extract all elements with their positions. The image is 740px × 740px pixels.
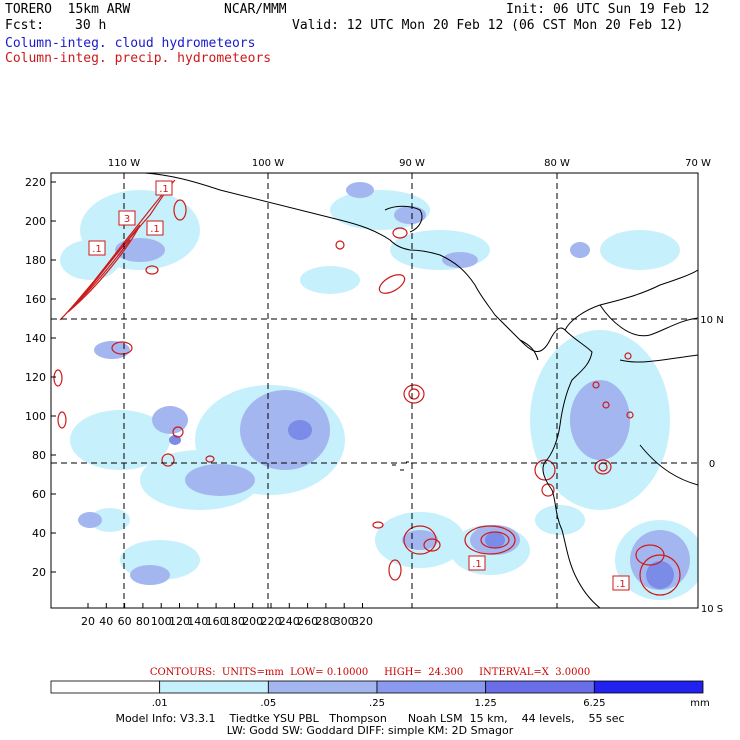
center-label: NCAR/MMM (224, 2, 287, 17)
y-tick-label: 120 (25, 371, 46, 384)
scale-swatch (376, 680, 487, 694)
init-time: Init: 06 UTC Sun 19 Feb 12 (506, 2, 710, 17)
contour-label-boxes: .1 3 .1 .1 .1 .1 (88, 180, 630, 591)
fcst-label: Fcst: (5, 18, 45, 33)
longitude-label: 100 W (252, 158, 284, 169)
longitude-labels: 110 W 100 W 90 W 80 W 70 W (108, 158, 711, 169)
y-tick-label: 60 (32, 488, 46, 501)
scale-label: .01 (152, 698, 168, 709)
contour-label-box (612, 575, 630, 591)
latitude-label: 10 N (700, 315, 723, 326)
x-tick-label: 120 (169, 615, 190, 628)
contour-label-text: .1 (616, 579, 626, 590)
y-tick-label: 140 (25, 332, 46, 345)
x-tick-label: 140 (187, 615, 208, 628)
scale-label: 6.25 (583, 698, 605, 709)
y-axis-ticks: 20 40 60 80 100 120 140 160 180 200 220 (25, 176, 56, 579)
contour-info: CONTOURS: UNITS=mm LOW= 0.10000 HIGH= 24… (149, 667, 591, 678)
contour-label-text: .1 (472, 559, 482, 570)
x-tick-label: 220 (261, 615, 282, 628)
precip-contours (53, 179, 681, 596)
x-tick-label: 100 (151, 615, 172, 628)
contour-label-text: 3 (124, 214, 130, 225)
contour-label-box (146, 220, 164, 236)
model-title: TORERO 15km ARW (5, 2, 131, 17)
model-info-line2: LW: Godd SW: Goddard DIFF: simple KM: 2D… (226, 724, 514, 737)
contour-label-box (468, 555, 486, 571)
scale-swatch (159, 680, 269, 694)
cloud-shading-medium (78, 182, 690, 590)
x-tick-label: 200 (242, 615, 263, 628)
scale-swatch (593, 680, 704, 694)
contour-label-text: .1 (150, 224, 160, 235)
x-tick-label: 240 (279, 615, 300, 628)
scale-label: 1.25 (475, 698, 497, 709)
latitude-label: 0 (709, 459, 715, 470)
longitude-label: 90 W (399, 158, 425, 169)
longitude-label: 80 W (544, 158, 570, 169)
coastline (144, 173, 698, 608)
y-tick-label: 80 (32, 449, 46, 462)
field-cloud-legend: Column-integ. cloud hydrometeors (5, 36, 256, 51)
scale-unit: mm (690, 698, 709, 709)
y-tick-label: 180 (25, 254, 46, 267)
x-tick-label: 40 (99, 615, 113, 628)
y-tick-label: 40 (32, 527, 46, 540)
x-tick-label: 320 (352, 615, 373, 628)
y-tick-label: 100 (25, 410, 46, 423)
contour-label-text: .1 (92, 244, 102, 255)
latitude-label: 10 S (701, 604, 723, 615)
y-tick-label: 160 (25, 293, 46, 306)
contour-label-box (88, 240, 106, 256)
color-scale-bar: .01 .05 .25 1.25 6.25 mm (50, 680, 710, 709)
contour-label-box (118, 210, 136, 226)
y-tick-label: 200 (25, 215, 46, 228)
field-precip-legend: Column-integ. precip. hydrometeors (5, 51, 272, 66)
y-tick-label: 220 (25, 176, 46, 189)
map-frame (50, 172, 699, 609)
x-axis-ticks: 20 40 60 80 10012014016018020022024026028030… (81, 603, 373, 628)
scale-label: .25 (369, 698, 385, 709)
contour-label-text: .1 (159, 184, 169, 195)
fcst-hours: 30 h (75, 18, 107, 33)
x-tick-label: 180 (224, 615, 245, 628)
x-tick-label: 160 (206, 615, 227, 628)
x-tick-label: 20 (81, 615, 95, 628)
scale-label: .05 (260, 698, 276, 709)
x-tick-label: 300 (334, 615, 355, 628)
latitude-labels: 10 N 0 10 S (700, 315, 723, 615)
x-tick-label: 280 (315, 615, 336, 628)
x-tick-label: 260 (297, 615, 318, 628)
latlon-grid (51, 173, 698, 608)
y-tick-label: 20 (32, 566, 46, 579)
scale-swatch (50, 680, 161, 694)
scale-swatch (485, 680, 595, 694)
x-tick-label: 60 (118, 615, 132, 628)
valid-time: Valid: 12 UTC Mon 20 Feb 12 (06 CST Mon … (292, 18, 684, 33)
scale-swatch (267, 680, 378, 694)
contour-label-box (155, 180, 173, 196)
model-info-line1: Model Info: V3.3.1 Tiedtke YSU PBL Thomp… (115, 712, 625, 725)
longitude-label: 110 W (108, 158, 140, 169)
x-tick-label: 80 (136, 615, 150, 628)
longitude-label: 70 W (685, 158, 711, 169)
cloud-shading-dark (169, 420, 674, 589)
